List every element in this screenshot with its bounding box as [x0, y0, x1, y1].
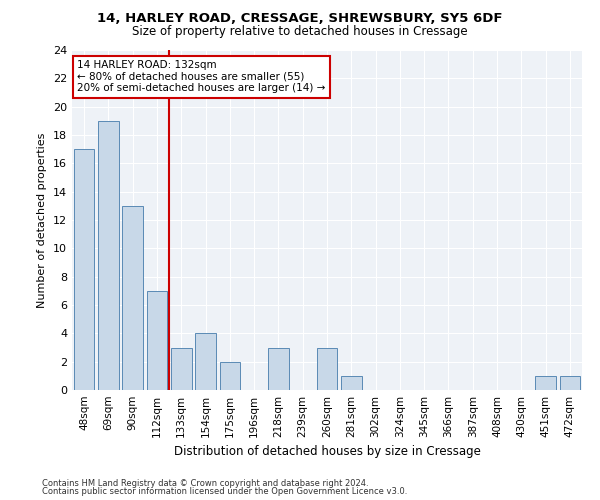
Bar: [122, 206, 143, 390]
Bar: [560, 376, 580, 390]
Text: Contains HM Land Registry data © Crown copyright and database right 2024.: Contains HM Land Registry data © Crown c…: [42, 478, 368, 488]
Bar: [317, 348, 337, 390]
Bar: [98, 121, 119, 390]
Text: Contains public sector information licensed under the Open Government Licence v3: Contains public sector information licen…: [42, 487, 407, 496]
Text: Size of property relative to detached houses in Cressage: Size of property relative to detached ho…: [132, 25, 468, 38]
X-axis label: Distribution of detached houses by size in Cressage: Distribution of detached houses by size …: [173, 446, 481, 458]
Bar: [341, 376, 362, 390]
Bar: [74, 149, 94, 390]
Text: 14 HARLEY ROAD: 132sqm
← 80% of detached houses are smaller (55)
20% of semi-det: 14 HARLEY ROAD: 132sqm ← 80% of detached…: [77, 60, 325, 94]
Bar: [535, 376, 556, 390]
Bar: [195, 334, 216, 390]
Text: 14, HARLEY ROAD, CRESSAGE, SHREWSBURY, SY5 6DF: 14, HARLEY ROAD, CRESSAGE, SHREWSBURY, S…: [97, 12, 503, 26]
Y-axis label: Number of detached properties: Number of detached properties: [37, 132, 47, 308]
Bar: [171, 348, 191, 390]
Bar: [268, 348, 289, 390]
Bar: [146, 291, 167, 390]
Bar: [220, 362, 240, 390]
